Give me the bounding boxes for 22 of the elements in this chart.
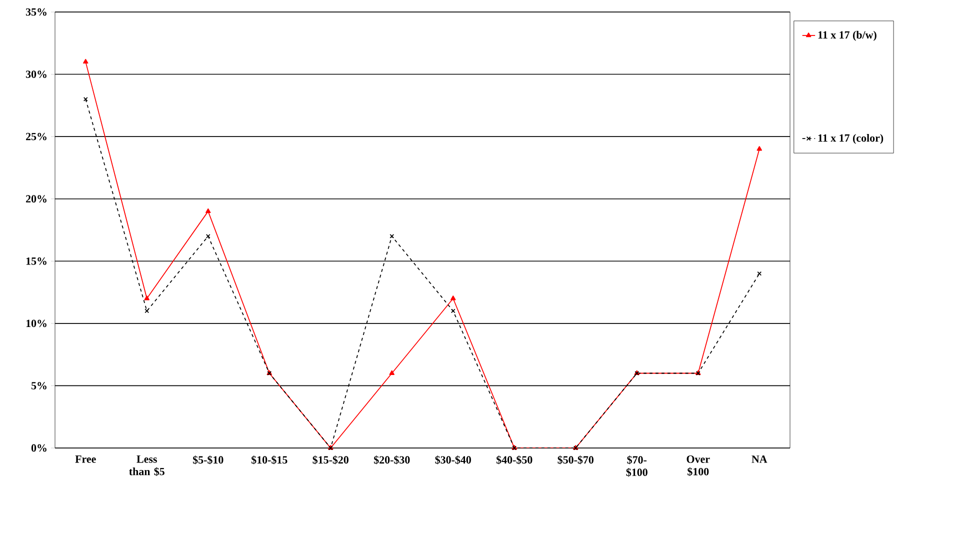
y-tick-label: 20% [26, 195, 46, 203]
legend-label: 11 x 17 (color) [818, 134, 884, 144]
y-tick-label: 15% [26, 257, 46, 265]
legend-label: 11 x 17 (b/w) [818, 30, 876, 41]
x-tick-label: Over $100 [686, 456, 710, 476]
x-tick-label: $40-$50 [496, 456, 532, 464]
y-tick-label: 25% [26, 132, 46, 140]
y-tick-label: 5% [31, 382, 46, 390]
x-tick-label: Less than $5 [129, 456, 164, 476]
y-tick-label: 10% [26, 320, 46, 328]
x-tick-label: $15-$20 [312, 456, 348, 464]
x-tick-label: NA [752, 456, 768, 463]
x-tick-label: $10-$15 [252, 456, 288, 464]
x-tick-label: $70-$100 [626, 456, 648, 477]
y-tick-label: 0% [31, 444, 46, 452]
x-tick-label: $50-$70 [558, 456, 594, 464]
x-tick-label: $5-$10 [192, 456, 224, 464]
x-tick-label: Free [75, 456, 96, 463]
x-tick-label: $30-$40 [435, 456, 471, 464]
y-tick-label: 35% [26, 8, 46, 16]
y-tick-label: 30% [26, 70, 46, 78]
x-tick-label: $20-$30 [374, 456, 410, 464]
